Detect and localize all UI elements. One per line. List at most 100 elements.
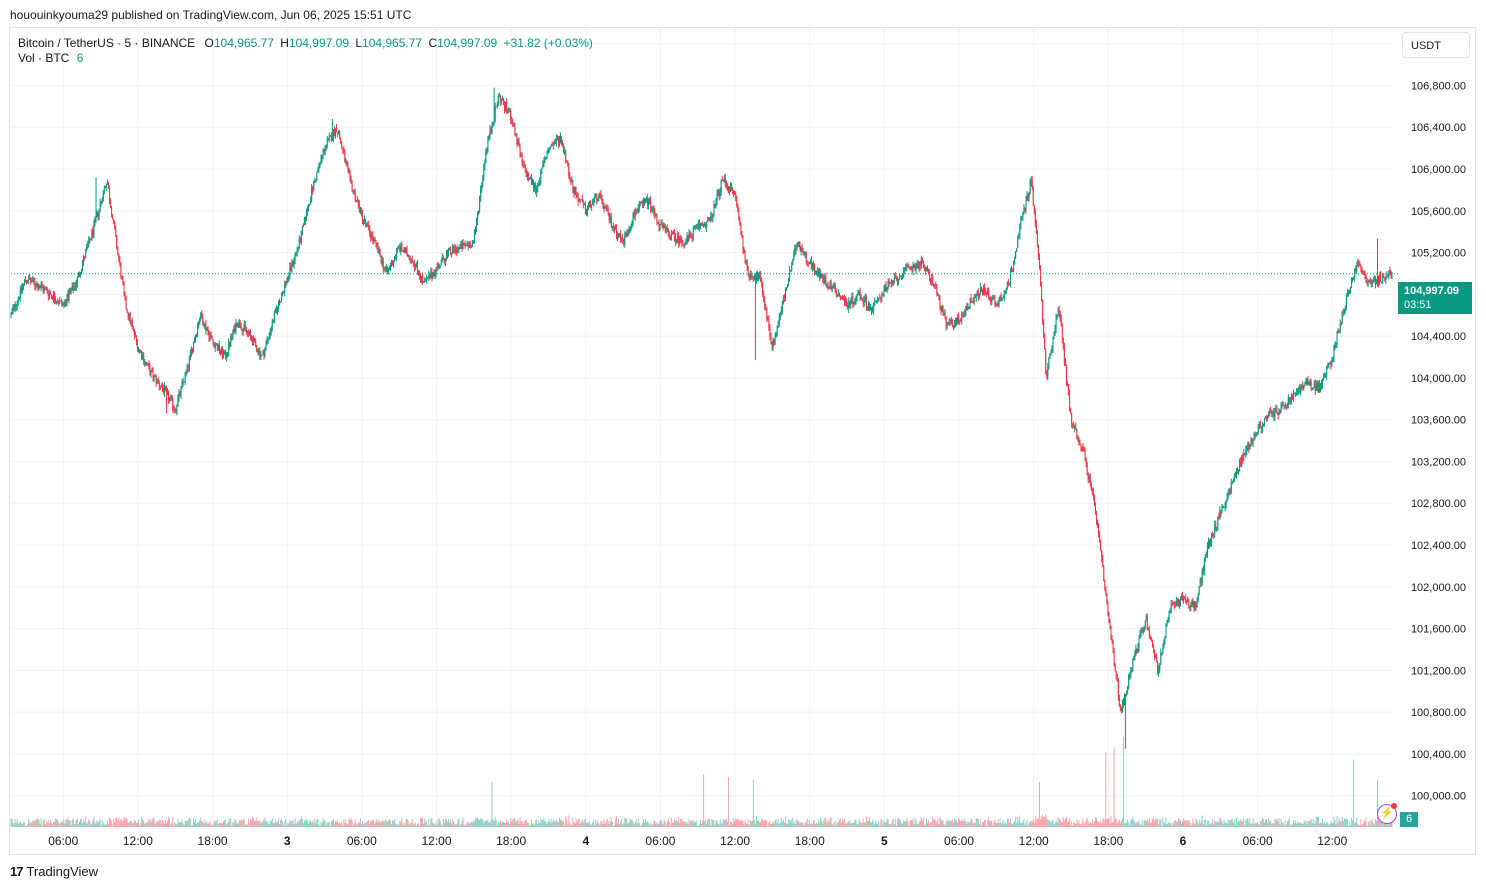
candle-body [75,283,77,288]
volume-bar [42,820,44,827]
candle-body [1013,263,1015,270]
volume-bar [903,820,905,827]
candle-body [17,298,19,303]
candle-body [1382,275,1384,284]
volume-bar [96,819,98,827]
price-axis: 100,000.00100,400.00100,800.00101,200.00… [1411,39,1466,803]
tradingview-footer[interactable]: 17 TradingView [10,864,98,879]
volume-bar [1380,818,1382,827]
volume-bar [160,823,162,827]
candle-body [449,247,451,250]
candle-body [1148,629,1150,637]
candle-body [1285,405,1287,408]
lightning-bolt-icon[interactable]: ⚡ [1377,804,1397,824]
volume-bar [1024,824,1026,827]
volume-bar [375,821,377,827]
candle-body [908,266,910,268]
volume-bar [1237,822,1239,827]
volume-bar [734,821,736,827]
candle-body [1299,387,1301,394]
candle-body [1075,427,1077,430]
volume-bar [830,817,832,827]
volume-bar [1382,822,1384,827]
volume-bar [1217,820,1219,827]
candle-body [225,351,227,358]
volume-bar [509,824,511,827]
volume-bar [717,823,719,827]
candle-body [605,206,607,209]
volume-bar [1078,820,1080,827]
chart-frame[interactable] [9,27,1476,855]
candle-body [1098,524,1100,534]
volume-bar [1034,816,1036,827]
volume-bar [265,821,267,827]
volume-bar [537,824,539,827]
volume-bar [902,823,904,827]
currency-selector[interactable]: USDT [1402,32,1470,58]
volume-bar [1165,816,1167,827]
volume-bar [393,820,395,827]
volume-bar [150,821,152,827]
candle-body [161,386,163,388]
volume-bar [941,820,943,827]
candle-body [981,289,983,294]
candle-body [347,165,349,170]
candle-body [435,267,437,274]
candle-body [1221,507,1223,514]
candle-body [964,311,966,317]
candle-body [941,305,943,311]
volume-bar [557,822,559,827]
volume-bar [566,819,568,827]
candle-body [970,297,972,302]
volume-bar [395,823,397,827]
candle-body [13,304,15,309]
candle-body [861,297,863,300]
volume-bar [1185,820,1187,827]
candle-body [796,246,798,251]
volume-bar [1313,823,1315,827]
volume-bar [925,819,927,827]
candle-body [401,244,403,251]
volume-bar [1028,822,1030,827]
volume-bar [852,822,854,827]
candle-body [589,202,591,207]
candle-body [739,219,741,225]
volume-bar [1304,820,1306,827]
candle-body [285,281,287,286]
volume-bar [879,825,881,827]
volume-bar [865,816,867,827]
volume-bar [1102,818,1104,827]
volume-bar [788,819,790,827]
volume-bar [650,822,652,827]
volume-bar [422,817,424,827]
candle-body [412,262,414,264]
volume-bar [65,818,67,827]
volume-bar [1139,824,1141,827]
candle-body [906,265,908,268]
volume-bar [832,824,834,827]
low-value: 104,965.77 [362,36,423,50]
volume-bar [1110,816,1112,827]
candle-body [1043,322,1045,334]
volume-bar [657,824,659,827]
candle-body [367,223,369,225]
volume-bar [815,824,817,827]
candle-body [1268,413,1270,416]
volume-bar [523,821,525,827]
candle-body [129,313,131,324]
candle-body [366,223,368,225]
volume-bar [457,818,459,827]
candle-body [1314,382,1316,391]
candle-body [718,191,720,196]
volume-bar [169,819,171,827]
volume-bar [388,819,390,827]
candle-body [411,258,413,263]
volume-bar [452,818,454,827]
volume-bar [1387,824,1389,827]
volume-bar [646,822,648,827]
volume-bar [940,819,942,827]
price-tick-label: 102,400.00 [1411,540,1466,552]
volume-bar [818,820,820,827]
volume-bar [298,820,300,827]
